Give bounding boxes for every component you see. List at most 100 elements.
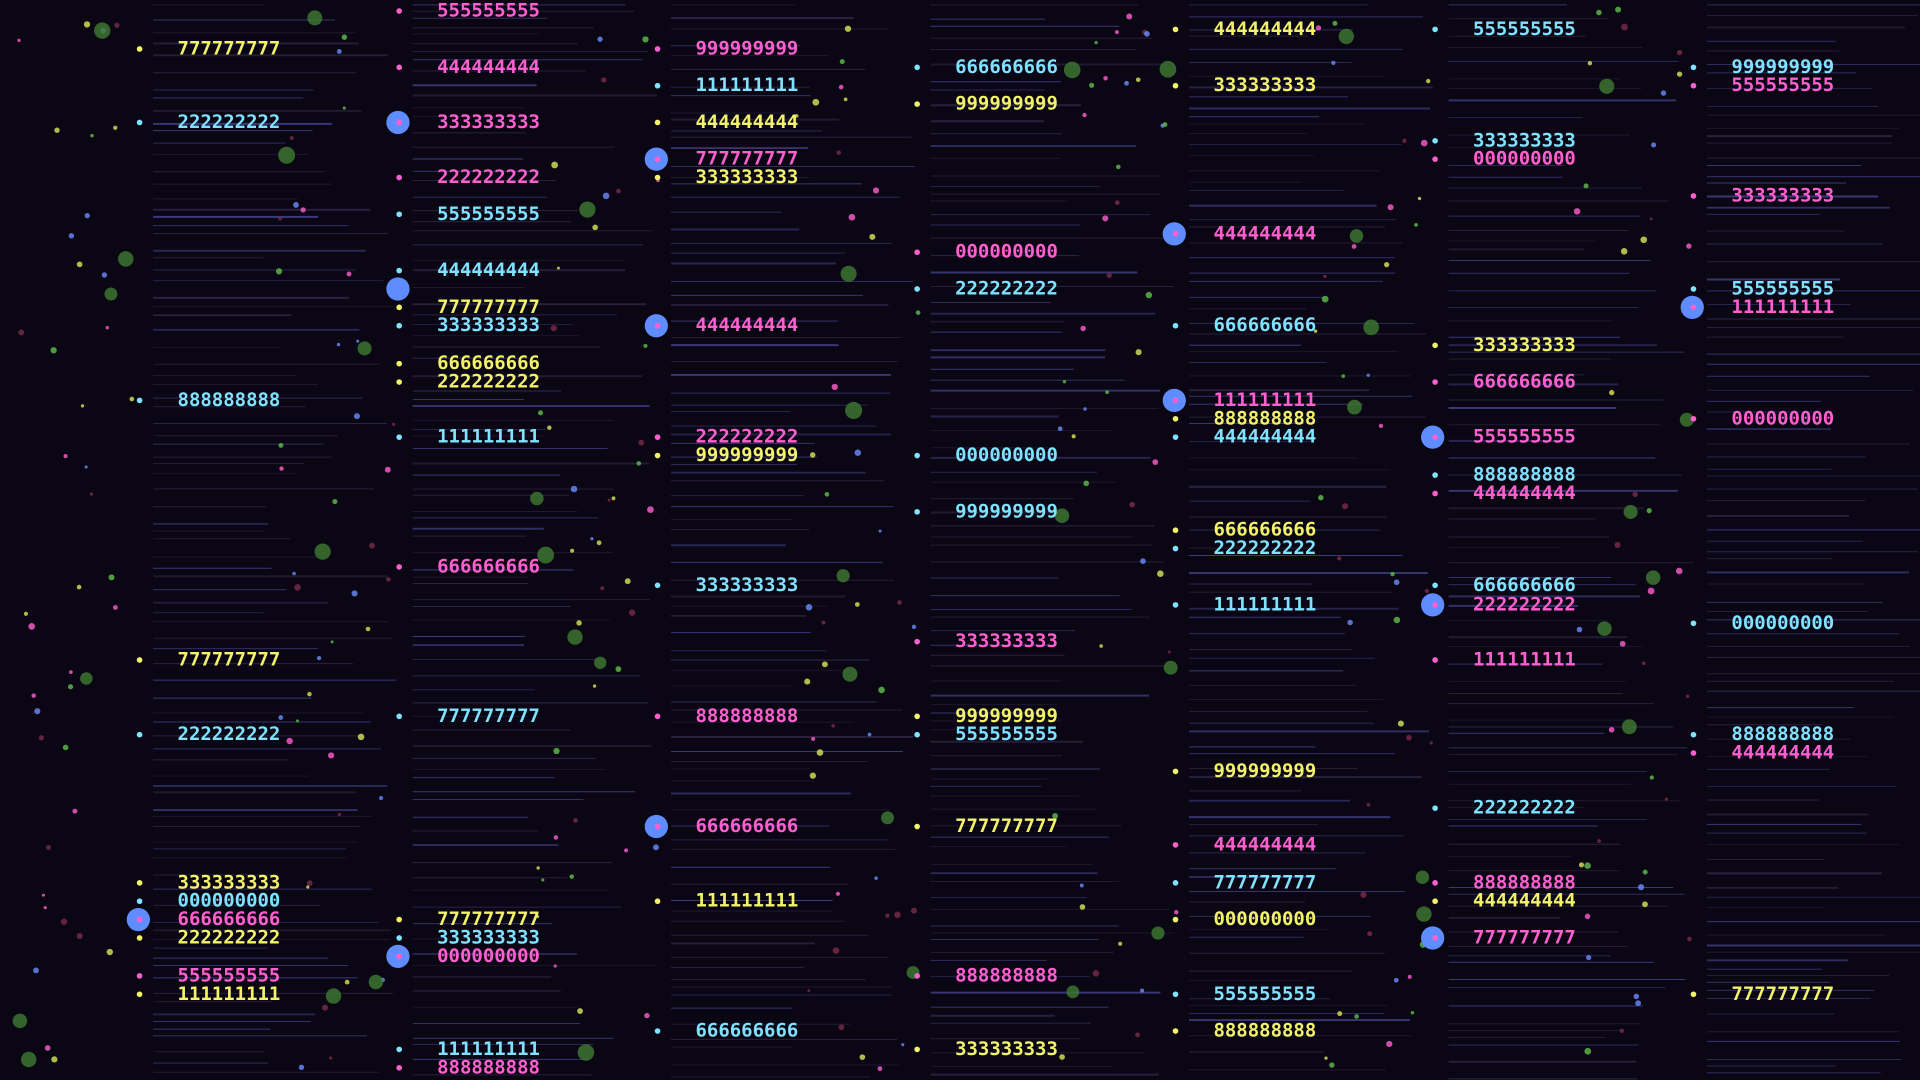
dot xyxy=(1420,139,1428,147)
dot xyxy=(68,233,75,239)
number-label: 444444444 xyxy=(437,259,540,281)
dot xyxy=(1608,726,1615,733)
number-label: 000000000 xyxy=(1473,148,1576,170)
dot xyxy=(76,261,83,268)
dot xyxy=(794,114,799,118)
number-label: 444444444 xyxy=(1213,426,1316,448)
dot xyxy=(307,691,312,697)
dot xyxy=(336,49,342,54)
label-dot xyxy=(396,713,403,720)
dot xyxy=(536,915,540,919)
number-label: 000000000 xyxy=(955,241,1058,263)
dot xyxy=(867,732,872,737)
number-label: 888888888 xyxy=(696,705,799,727)
number-label: 333333333 xyxy=(437,926,540,948)
dot xyxy=(647,506,654,513)
number-label: 333333333 xyxy=(1213,74,1316,96)
dot xyxy=(1071,434,1076,439)
number-label: 000000000 xyxy=(1731,612,1834,634)
dot xyxy=(597,36,603,42)
dot xyxy=(1646,508,1652,514)
dot xyxy=(1615,6,1622,13)
dot xyxy=(611,496,616,501)
green-dot xyxy=(12,1013,28,1029)
number-label: 111111111 xyxy=(1731,296,1834,318)
green-dot xyxy=(1159,60,1177,78)
label-dot xyxy=(654,156,661,162)
label-dot xyxy=(396,935,403,941)
number-label: 999999999 xyxy=(696,444,799,466)
number-label: 222222222 xyxy=(437,166,540,188)
dot xyxy=(278,715,284,720)
number-label: 222222222 xyxy=(955,277,1058,299)
green-dot xyxy=(840,265,857,282)
green-dot xyxy=(1597,621,1612,636)
dot xyxy=(878,529,882,533)
dot xyxy=(1332,20,1338,26)
number-label: 666666666 xyxy=(1213,519,1316,541)
dot xyxy=(41,893,45,897)
dot xyxy=(547,425,552,430)
number-label: 000000000 xyxy=(955,444,1058,466)
dot xyxy=(63,454,68,459)
dot xyxy=(1140,988,1145,993)
dot xyxy=(129,396,135,402)
green-dot xyxy=(1621,719,1637,735)
label-dot xyxy=(1690,415,1697,422)
green-dot xyxy=(1415,870,1430,884)
label-dot xyxy=(654,713,661,720)
label-dot xyxy=(1432,472,1438,478)
label-dot xyxy=(1172,415,1179,422)
dot xyxy=(551,161,559,169)
label-dot xyxy=(396,379,403,385)
dot xyxy=(1106,272,1112,279)
dot xyxy=(1619,640,1626,647)
dot xyxy=(556,266,560,270)
dot xyxy=(1337,556,1342,561)
dot xyxy=(1660,90,1667,96)
number-label: 666666666 xyxy=(696,1020,799,1042)
dot xyxy=(384,466,391,473)
number-label: 333333333 xyxy=(696,574,799,596)
number-label: 666666666 xyxy=(178,908,281,930)
dot xyxy=(365,626,371,632)
dot xyxy=(293,201,299,208)
green-dot xyxy=(594,656,607,669)
dot xyxy=(67,684,74,690)
dot xyxy=(885,913,890,918)
dot xyxy=(1351,244,1357,249)
dot xyxy=(553,964,557,968)
number-label: 333333333 xyxy=(1473,334,1576,356)
number-label: 555555555 xyxy=(437,203,540,225)
dot xyxy=(114,22,120,28)
dot xyxy=(1135,77,1141,83)
dot xyxy=(821,620,826,625)
dot xyxy=(1596,9,1602,16)
dot xyxy=(1584,913,1591,920)
label-dot xyxy=(396,211,403,218)
dot xyxy=(1118,941,1123,946)
number-label: 888888888 xyxy=(178,389,281,411)
dot xyxy=(1635,1000,1641,1007)
number-label: 888888888 xyxy=(1213,407,1316,429)
dot xyxy=(838,84,844,90)
label-dot xyxy=(1432,582,1438,589)
green-dot xyxy=(1679,412,1694,427)
number-label: 888888888 xyxy=(955,964,1058,986)
dot xyxy=(51,1056,58,1063)
label-dot xyxy=(1690,64,1697,71)
dot xyxy=(1083,480,1090,487)
label-dot xyxy=(1690,193,1697,199)
dot xyxy=(1167,650,1171,654)
dot xyxy=(1390,571,1395,577)
number-label: 666666666 xyxy=(437,555,540,577)
green-dot xyxy=(577,1044,595,1061)
number-label: 333333333 xyxy=(178,871,281,893)
dot xyxy=(869,233,876,240)
dot xyxy=(854,602,860,607)
number-label: 999999999 xyxy=(955,500,1058,522)
dot xyxy=(346,271,352,277)
number-label: 111111111 xyxy=(696,890,799,912)
dot xyxy=(1609,389,1615,396)
number-label: 222222222 xyxy=(178,926,281,948)
